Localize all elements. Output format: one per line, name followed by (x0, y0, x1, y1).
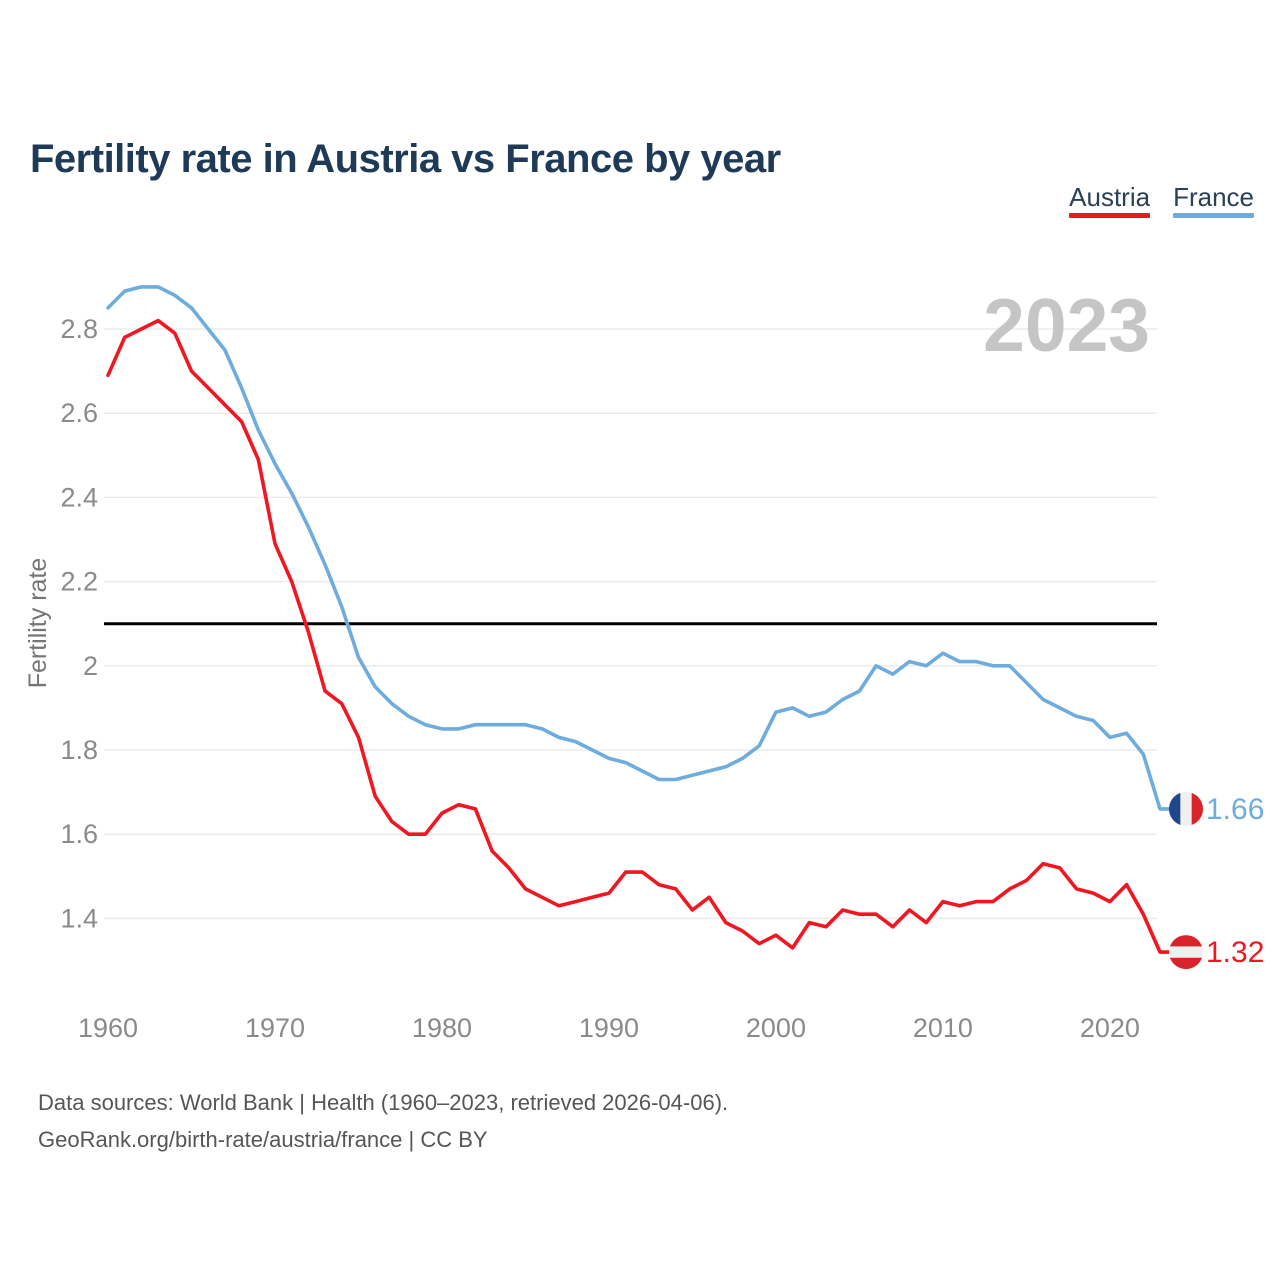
legend-item-austria[interactable]: Austria (1069, 182, 1151, 218)
footer: Data sources: World Bank | Health (1960–… (38, 1084, 728, 1158)
y-tick-label: 2.2 (60, 567, 98, 597)
year-watermark: 2023 (983, 283, 1150, 367)
flag-stripe (1169, 791, 1181, 826)
y-axis-title: Fertility rate (24, 558, 52, 689)
legend-label-france: France (1173, 182, 1254, 212)
x-tick-label: 1980 (412, 1013, 472, 1043)
end-value-label-austria: 1.32 (1206, 936, 1264, 969)
flag-stripe (1169, 935, 1203, 947)
legend-item-france[interactable]: France (1173, 183, 1254, 218)
page-title: Fertility rate in Austria vs France by y… (30, 136, 781, 181)
attribution-line: GeoRank.org/birth-rate/austria/france | … (38, 1127, 488, 1152)
legend-underline-france (1173, 213, 1254, 218)
y-tick-label: 2.6 (60, 398, 98, 428)
y-tick-label: 2 (83, 651, 98, 681)
flag-stripe (1180, 791, 1193, 826)
y-tick-label: 1.8 (60, 735, 98, 765)
x-tick-label: 1990 (579, 1013, 639, 1043)
y-tick-label: 2.8 (60, 314, 98, 344)
x-tick-label: 1960 (78, 1013, 138, 1043)
series-line-austria (106, 318, 1173, 954)
flag-stripe (1191, 791, 1203, 826)
flag-stripe (1169, 946, 1203, 959)
flag-stripe (1169, 957, 1203, 970)
flag-icon-france (1169, 791, 1203, 826)
x-tick-label: 2000 (746, 1013, 806, 1043)
end-value-label-france: 1.66 (1206, 793, 1264, 826)
y-tick-label: 2.4 (60, 482, 98, 512)
y-tick-label: 1.6 (60, 819, 98, 849)
y-tick-label: 1.4 (60, 903, 98, 933)
series-line-france (106, 285, 1173, 811)
flag-icon-austria (1169, 935, 1203, 970)
x-tick-label: 2020 (1080, 1013, 1140, 1043)
legend-underline-austria (1069, 213, 1151, 218)
data-source-line: Data sources: World Bank | Health (1960–… (38, 1090, 729, 1115)
legend-label-austria: Austria (1069, 182, 1151, 212)
x-tick-label: 1970 (245, 1013, 305, 1043)
legend: Austria France (1069, 183, 1254, 218)
x-tick-label: 2010 (913, 1013, 973, 1043)
